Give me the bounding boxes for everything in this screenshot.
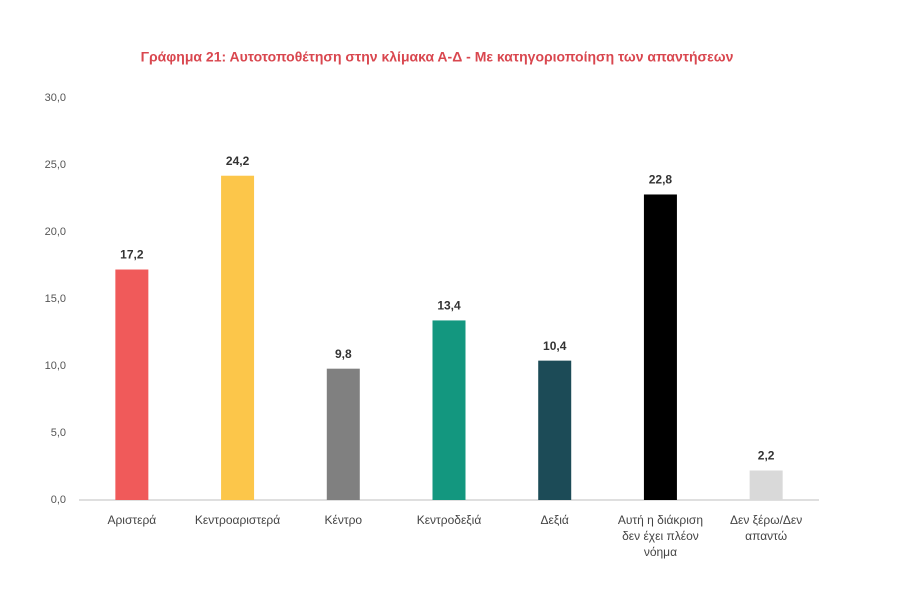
y-tick-label: 25,0 bbox=[45, 159, 66, 171]
y-tick-label: 10,0 bbox=[45, 360, 66, 372]
value-label: 9,8 bbox=[335, 347, 352, 361]
chart-title: Γράφημα 21: Αυτοτοποθέτηση στην κλίμακα … bbox=[141, 49, 734, 65]
y-tick-label: 5,0 bbox=[51, 427, 66, 439]
value-label: 22,8 bbox=[649, 173, 673, 187]
value-label: 10,4 bbox=[543, 339, 567, 353]
y-tick-label: 20,0 bbox=[45, 226, 66, 238]
value-label: 24,2 bbox=[226, 154, 250, 168]
bar bbox=[432, 320, 466, 500]
x-tick-label: Αυτή η διάκριση δεν έχει πλέον νόημα bbox=[617, 513, 704, 559]
x-tick-label: Αριστερά bbox=[107, 513, 157, 527]
bar bbox=[749, 470, 783, 500]
value-label: 13,4 bbox=[437, 299, 461, 313]
value-label: 2,2 bbox=[758, 449, 775, 463]
y-tick-label: 30,0 bbox=[45, 92, 66, 104]
bar bbox=[326, 368, 360, 500]
bar bbox=[115, 269, 149, 500]
x-tick-label: Δεξιά bbox=[540, 513, 569, 527]
y-tick-label: 0,0 bbox=[51, 494, 66, 506]
x-tick-label: Κέντρο bbox=[324, 513, 363, 527]
bar bbox=[643, 194, 677, 501]
value-label: 17,2 bbox=[120, 248, 144, 262]
y-tick-label: 15,0 bbox=[45, 293, 66, 305]
x-tick-label: Δεν ξέρω/Δεν απαντώ bbox=[729, 513, 803, 543]
bar bbox=[221, 175, 255, 500]
x-tick-label: Κεντροδεξιά bbox=[416, 513, 482, 527]
bar bbox=[538, 360, 572, 500]
x-tick-label: Κεντροαριστερά bbox=[194, 513, 281, 527]
